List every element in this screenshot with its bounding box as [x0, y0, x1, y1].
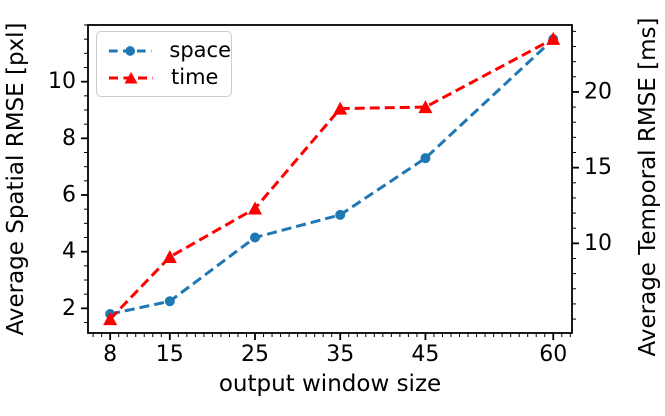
x-tick-label: 60	[539, 342, 567, 367]
space-sample-circle-marker-icon	[125, 45, 136, 56]
x-axis-title: output window size	[218, 371, 442, 397]
space-marker-icon	[164, 296, 175, 307]
legend-item-time: time	[108, 64, 231, 91]
y-right-tick-label: 15	[584, 155, 612, 180]
y-left-tick-label: 2	[62, 296, 76, 321]
y-left-tick-label: 8	[62, 126, 76, 151]
y-left-tick-label: 6	[62, 183, 76, 208]
time-marker-icon	[333, 101, 348, 115]
plot-border	[87, 24, 573, 334]
space-line-sample-icon	[108, 45, 152, 56]
legend: space time	[96, 31, 232, 97]
time-sample-triangle-marker-icon	[124, 71, 138, 83]
time-marker-icon	[418, 100, 433, 114]
time-line-sample-icon	[109, 71, 153, 83]
x-tick-label: 35	[326, 342, 354, 367]
right-axis-title: Average Temporal RMSE [ms]	[635, 17, 661, 357]
time-marker-icon	[103, 312, 118, 326]
left-axis-title: Average Spatial RMSE [pxl]	[3, 22, 29, 336]
legend-item-space: space	[108, 37, 231, 64]
space-marker-icon	[335, 209, 346, 220]
y-right-tick-label: 10	[584, 231, 612, 256]
time-line	[109, 37, 554, 321]
x-tick-label: 15	[156, 342, 184, 367]
space-line	[109, 38, 555, 316]
x-tick-label: 45	[411, 342, 439, 367]
time-marker-icon	[248, 201, 263, 215]
space-marker-icon	[420, 153, 431, 164]
legend-label-time: time	[171, 65, 219, 89]
legend-label-space: space	[169, 38, 231, 62]
y-left-tick-label: 10	[48, 69, 76, 94]
x-tick-label: 8	[103, 342, 117, 367]
x-tick-label: 25	[241, 342, 269, 367]
time-marker-icon	[546, 31, 561, 45]
space-marker-icon	[250, 232, 261, 243]
time-marker-icon	[162, 249, 177, 263]
y-right-tick-label: 20	[584, 79, 612, 104]
y-left-tick-label: 4	[62, 239, 76, 264]
